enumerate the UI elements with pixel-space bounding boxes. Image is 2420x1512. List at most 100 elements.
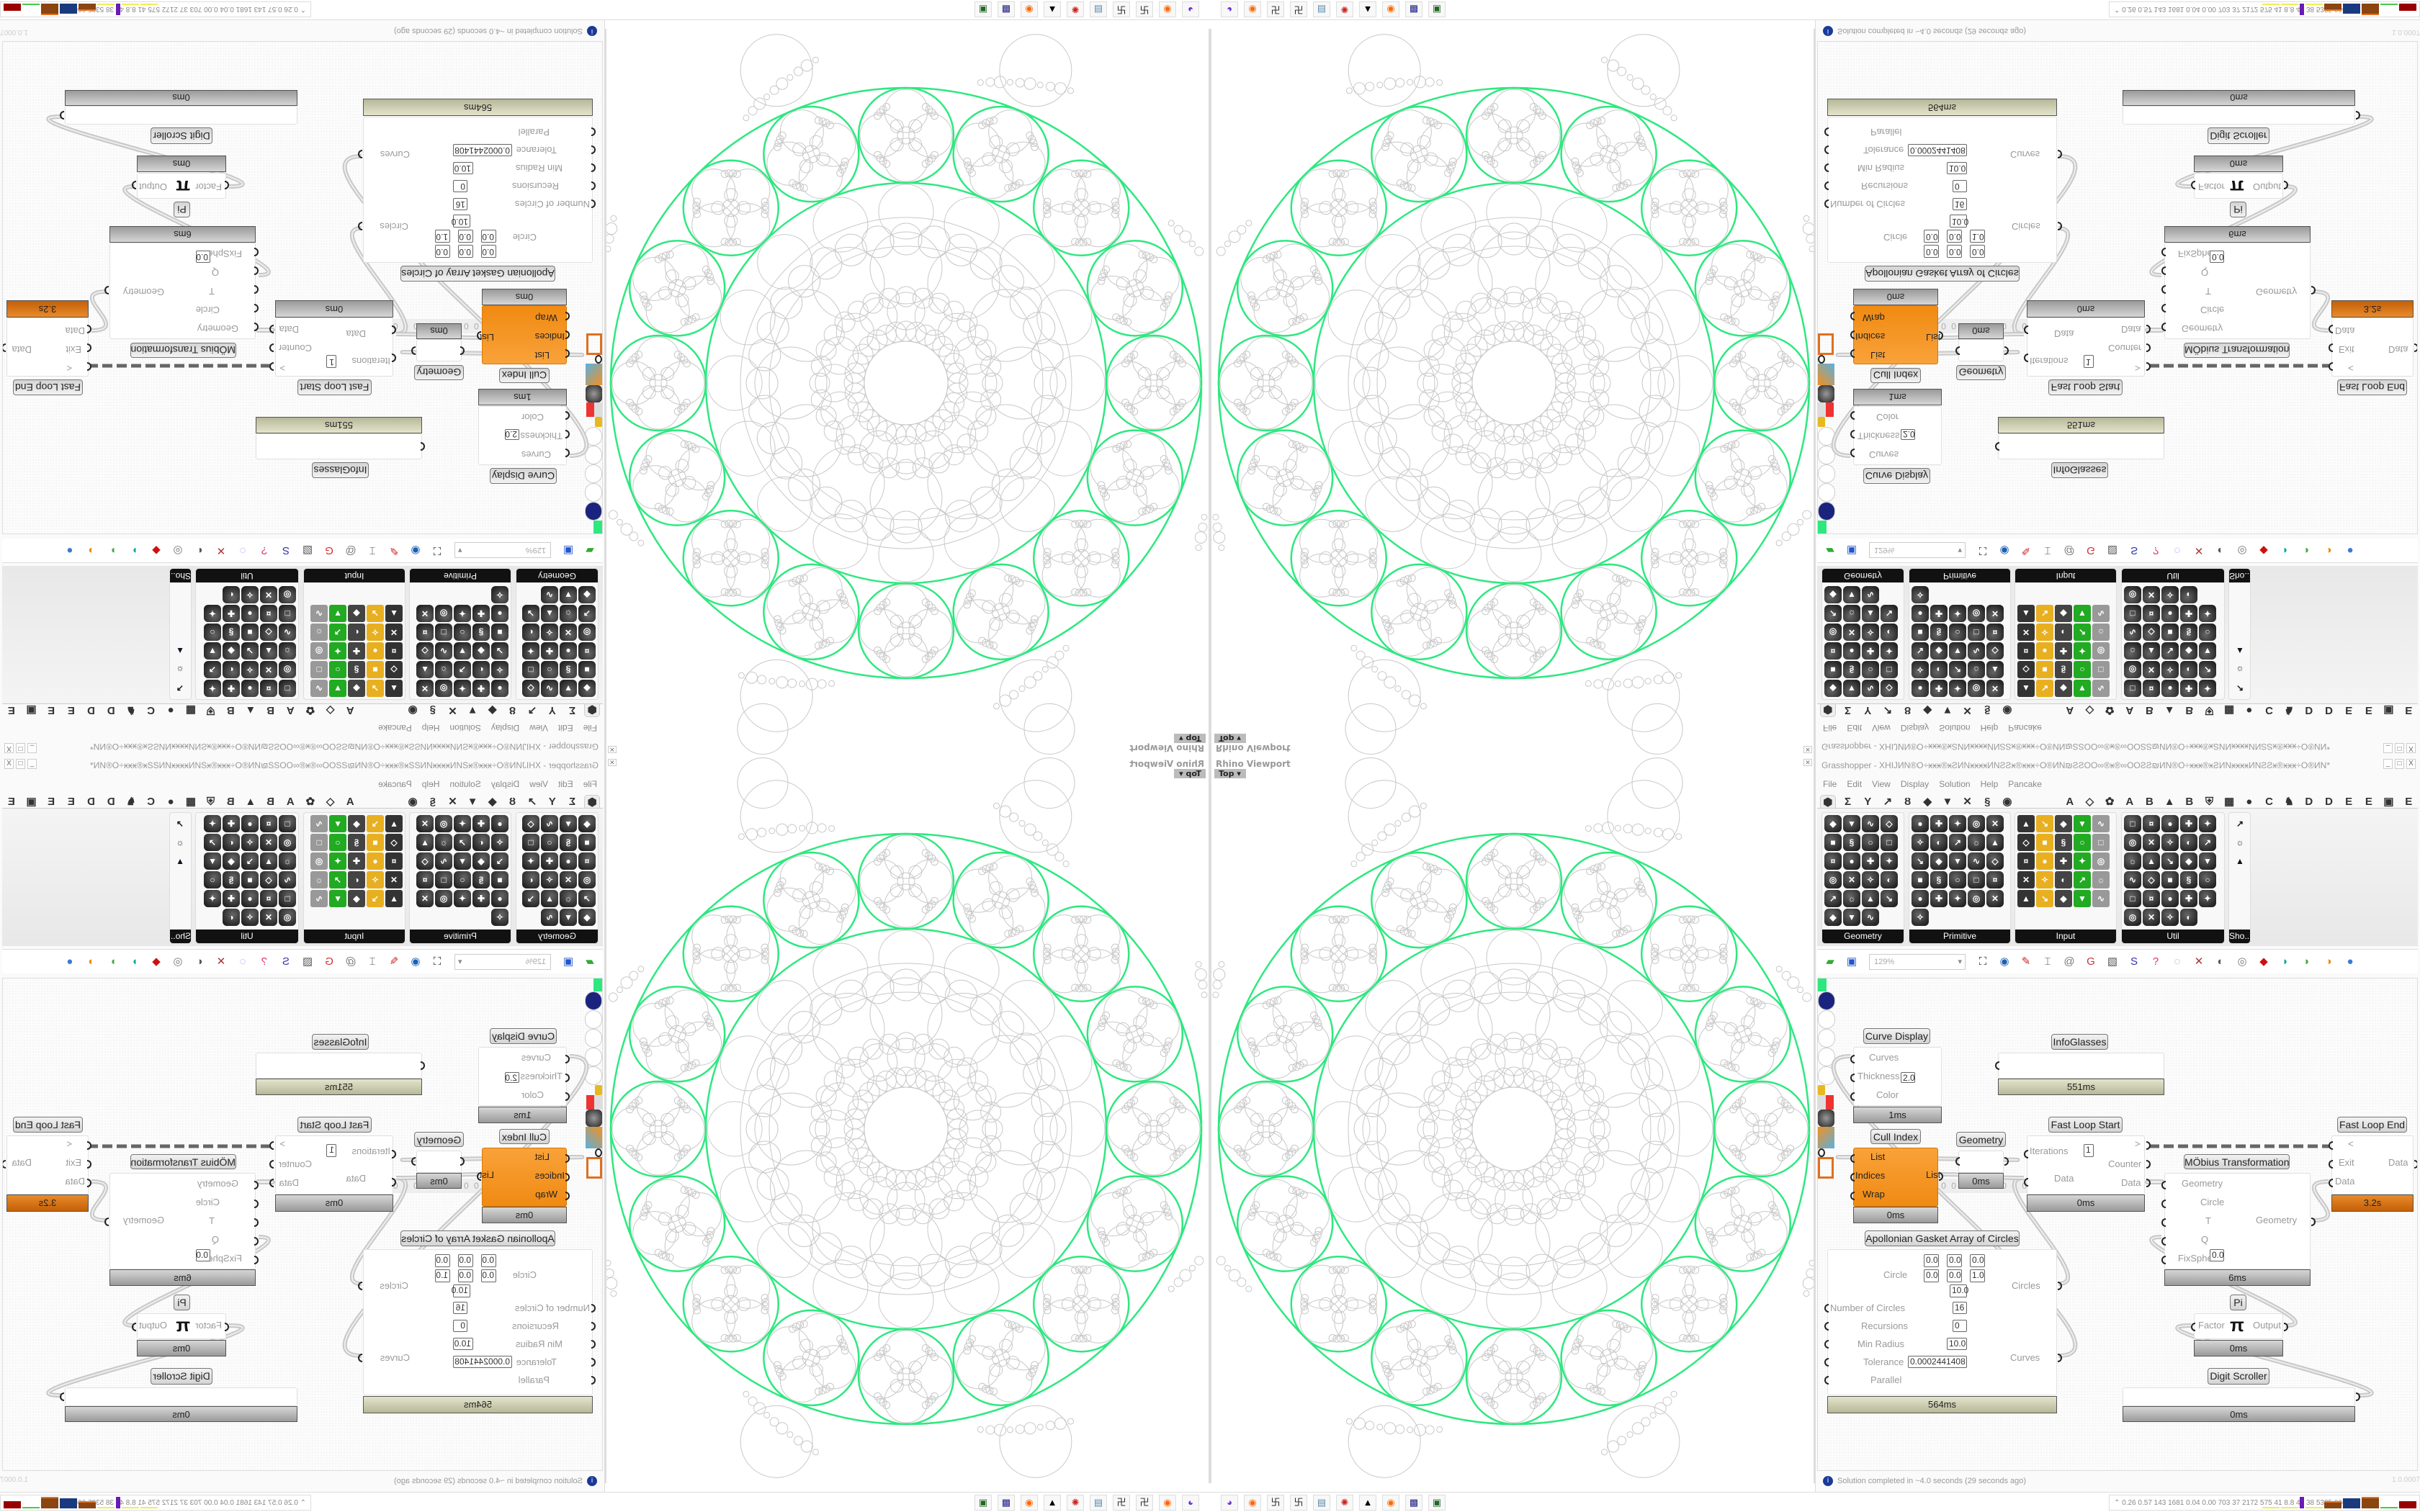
shp-icon[interactable]: ▲ <box>2017 605 2035 622</box>
brep-icon[interactable]: ✕ <box>560 871 577 888</box>
infoglasses-label[interactable]: InfoGlasses <box>312 1034 369 1050</box>
colour-icon[interactable]: ● <box>491 680 508 697</box>
port-grip[interactable] <box>2329 1160 2333 1169</box>
swatch-icon[interactable]: ¤ <box>385 852 403 870</box>
geometry-icon[interactable]: ☼ <box>1843 605 1860 622</box>
port-grip[interactable] <box>1955 346 1960 355</box>
data-icon[interactable]: ∿ <box>1968 642 1985 660</box>
line-icon[interactable]: ▼ <box>560 680 577 697</box>
point-icon[interactable]: ∿ <box>1862 680 1879 697</box>
gumball-icon[interactable]: ■ <box>367 834 384 851</box>
3dm-icon[interactable]: ▼ <box>329 680 346 697</box>
number-of-circles-value[interactable]: 16 <box>1953 1302 1967 1314</box>
function-icon[interactable]: ○ <box>204 871 221 888</box>
firefox-icon[interactable]: ◉ <box>1021 1495 1038 1511</box>
brep-icon[interactable]: ✕ <box>560 624 577 641</box>
hex-icon[interactable]: ▼ <box>454 642 471 660</box>
apollonian-label[interactable]: Apollonian Gasket Array of Circles <box>1865 1230 2020 1246</box>
port-grip[interactable] <box>269 325 274 333</box>
close-icon[interactable]: ◐ <box>223 909 240 926</box>
panel-label[interactable]: Sho... <box>2229 569 2251 582</box>
panel-label[interactable]: Input <box>2015 569 2116 582</box>
text-a-icon[interactable]: ✦ <box>1949 605 1966 622</box>
email-icon[interactable]: @ <box>2063 544 2075 557</box>
menu-solution[interactable]: Solution <box>449 779 481 789</box>
script-icon[interactable]: ● <box>1912 890 1929 907</box>
circle-x-icon[interactable]: ■ <box>578 661 596 678</box>
digit_scroller-label[interactable]: Digit Scroller <box>151 127 212 144</box>
component-tab[interactable]: ♞ <box>2284 704 2294 716</box>
apollonian-label[interactable]: Apollonian Gasket Array of Circles <box>1865 266 2020 282</box>
atom-icon[interactable]: ▼ <box>1843 586 1860 603</box>
palette-icon[interactable]: ✦ <box>204 605 221 622</box>
arrow-right-icon[interactable]: ✕ <box>260 586 277 603</box>
path-icon[interactable]: ↘ <box>491 642 508 660</box>
disc-icon[interactable]: ↗ <box>204 834 221 851</box>
flask-icon[interactable]: ▼ <box>204 852 221 870</box>
recursions-value[interactable]: 0 <box>1953 180 1967 192</box>
component-tab[interactable]: Y <box>548 704 556 717</box>
lightning-icon[interactable]: ◐ <box>2055 871 2072 888</box>
digit_scroller-component[interactable] <box>65 1387 297 1406</box>
component-tab[interactable]: E <box>2405 704 2413 717</box>
record-icon[interactable]: ✕ <box>2143 661 2160 678</box>
graph-mapper-icon[interactable]: ✕ <box>2017 871 2035 888</box>
clock-icon[interactable]: ◆ <box>348 605 365 622</box>
data-icon[interactable]: ∿ <box>435 852 452 870</box>
transform-icon[interactable]: ▲ <box>416 834 434 851</box>
port-grip[interactable] <box>1850 430 1855 438</box>
teal-icon[interactable]: ◗ <box>2282 544 2289 557</box>
data-icon[interactable]: ∿ <box>435 642 452 660</box>
apollonian-label[interactable]: Apollonian Gasket Array of Circles <box>400 266 555 282</box>
pdb-icon[interactable]: ✧ <box>367 624 384 641</box>
minimize-button[interactable]: _ <box>2383 743 2393 753</box>
menu-file[interactable]: File <box>583 779 597 789</box>
teal-icon[interactable]: ◗ <box>2282 955 2289 968</box>
port-grip[interactable] <box>132 181 136 189</box>
cull_index-label[interactable]: Cull Index <box>499 1129 550 1144</box>
port-grip[interactable] <box>1850 1074 1855 1082</box>
presentation-icon[interactable]: ▲ <box>171 642 189 660</box>
arch-icon[interactable]: ✧ <box>1912 586 1929 603</box>
c-x-value[interactable]: 0.0 <box>1924 1254 1939 1267</box>
maze-icon[interactable]: 卐 <box>1267 1 1284 17</box>
port-grip[interactable] <box>1850 411 1855 420</box>
domain-icon[interactable]: ◎ <box>1968 815 1985 832</box>
q-value[interactable]: 0.0 <box>2210 1249 2224 1261</box>
curve_display-component[interactable] <box>1853 1047 1942 1106</box>
hash-icon[interactable]: ¤ <box>416 624 434 641</box>
port-grip[interactable] <box>60 1392 64 1401</box>
checker-icon[interactable]: ◎ <box>2092 852 2110 870</box>
cherry-icon[interactable]: □ <box>279 680 296 697</box>
gradient-icon[interactable]: ◆ <box>2055 815 2072 832</box>
component-tab[interactable]: § <box>429 795 436 808</box>
axes-icon[interactable]: ☼ <box>279 852 296 870</box>
geometry-label[interactable]: Geometry <box>414 1132 464 1147</box>
surface-icon[interactable]: ○ <box>541 661 558 678</box>
box-icon[interactable]: ● <box>560 642 577 660</box>
panel-label[interactable]: Util <box>2122 930 2224 943</box>
port-grip[interactable] <box>1850 1154 1855 1163</box>
component-tab[interactable]: ✿ <box>305 704 315 716</box>
interval-icon[interactable]: ■ <box>491 871 508 888</box>
component-tab[interactable]: C <box>2265 795 2273 808</box>
component-tab[interactable]: A <box>286 795 295 808</box>
component-tab[interactable]: ↗ <box>527 704 537 716</box>
list-icon[interactable]: ↘ <box>2036 890 2053 907</box>
rhino-icon[interactable]: ▲ <box>1044 1495 1061 1511</box>
transform-icon[interactable]: ▲ <box>1986 834 2004 851</box>
uc-icon[interactable]: ◆ <box>1930 642 1948 660</box>
uc-icon[interactable]: ◆ <box>472 852 490 870</box>
n-x-value[interactable]: 0.0 <box>1924 230 1939 243</box>
star-icon[interactable]: ✚ <box>1930 815 1948 832</box>
parallel-toggle[interactable] <box>1818 1148 1825 1157</box>
close-button[interactable]: X <box>2406 759 2416 769</box>
pdb-icon[interactable]: ✧ <box>2036 871 2053 888</box>
port-grip[interactable] <box>1824 1304 1829 1313</box>
surface-icon[interactable]: ○ <box>1862 661 1879 678</box>
component-tab[interactable]: ▣ <box>2383 796 2394 808</box>
blue-sphere-icon[interactable]: ● <box>2347 544 2354 557</box>
component-tab[interactable]: A <box>2066 704 2074 717</box>
arc-icon[interactable]: ↗ <box>1824 890 1842 907</box>
tree-icon[interactable]: ∿ <box>279 871 296 888</box>
